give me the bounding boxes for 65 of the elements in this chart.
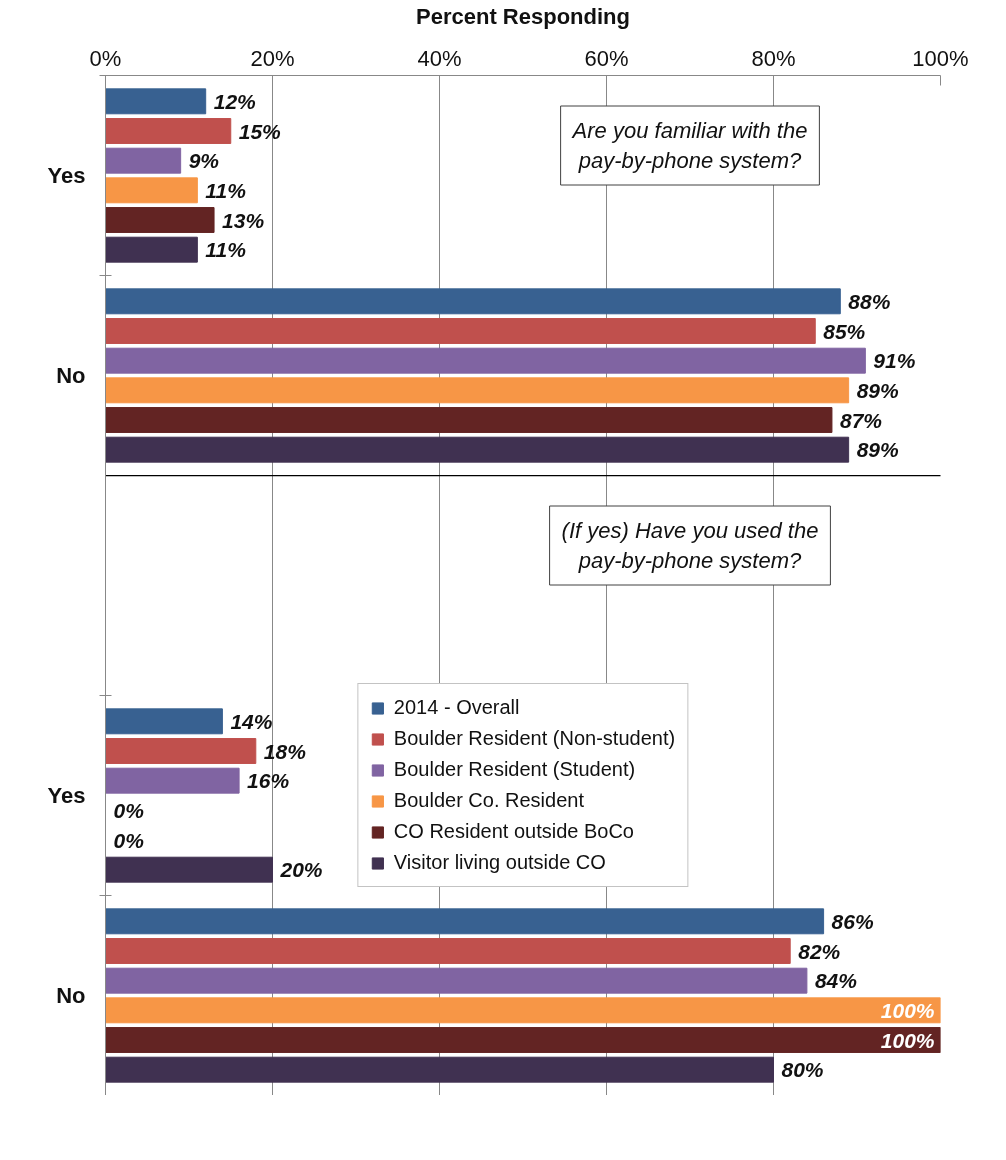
x-tick-label: 80% <box>751 45 796 71</box>
bar <box>105 436 850 463</box>
data-label: 13% <box>222 208 265 232</box>
data-label: 11% <box>205 178 247 202</box>
x-tick-label: 60% <box>584 45 629 71</box>
bar <box>105 236 198 263</box>
bar <box>105 767 240 794</box>
data-label: 84% <box>814 969 858 993</box>
bar <box>105 708 223 735</box>
bar <box>105 938 791 964</box>
bar <box>105 118 232 144</box>
y-tick-label: Yes <box>47 783 86 808</box>
bar <box>105 1027 941 1053</box>
data-label: 12% <box>213 89 257 113</box>
annotation: Are you familiar with the pay-by-phone system? <box>570 118 808 173</box>
data-label: 87% <box>839 408 883 432</box>
bar <box>105 318 816 344</box>
bar <box>105 908 825 935</box>
data-label: 16% <box>247 769 290 793</box>
bar <box>105 967 808 994</box>
y-tick-label: No <box>56 363 86 388</box>
data-label: 91% <box>873 349 916 373</box>
data-label: 20% <box>279 858 323 882</box>
legend-label: 2014 - Overall <box>393 696 520 719</box>
legend-label: Boulder Resident (Non-student) <box>393 727 676 750</box>
data-label: 0% <box>113 798 145 822</box>
data-label: 14% <box>230 709 273 733</box>
legend-label: Boulder Co. Resident <box>393 789 584 812</box>
bar <box>105 88 207 115</box>
bar <box>105 738 257 764</box>
data-label: 89% <box>856 438 900 462</box>
legend-label: Boulder Resident (Student) <box>393 758 636 781</box>
bar <box>105 997 941 1024</box>
bar <box>105 177 198 204</box>
bar <box>105 377 850 404</box>
data-label: 82% <box>798 939 841 963</box>
data-label: 18% <box>263 739 307 763</box>
bar <box>105 207 215 233</box>
data-label: 88% <box>848 289 891 313</box>
x-tick-label: 0% <box>89 45 122 71</box>
bar <box>105 1056 774 1083</box>
data-label: 86% <box>831 909 874 933</box>
data-label: 15% <box>238 119 282 143</box>
data-label: 89% <box>856 378 900 402</box>
data-label: 85% <box>823 319 866 343</box>
data-label: 9% <box>188 149 220 173</box>
data-label: 100% <box>880 1028 935 1052</box>
x-axis-title: Percent Responding <box>416 3 630 29</box>
bar <box>105 347 866 374</box>
data-label: 80% <box>781 1058 824 1082</box>
bar <box>105 856 273 883</box>
bar <box>105 147 182 174</box>
bar <box>105 288 841 315</box>
data-label: 0% <box>113 828 145 852</box>
bar <box>105 407 833 433</box>
data-label: 100% <box>880 998 935 1022</box>
legend-label: Visitor living outside CO <box>393 851 606 874</box>
text: (If yes) Have you used the pay-by-phone system? <box>561 518 819 573</box>
y-tick-label: No <box>56 983 86 1008</box>
x-tick-label: 100% <box>912 45 969 71</box>
x-tick-label: 20% <box>250 45 295 71</box>
y-tick-label: Yes <box>47 163 86 188</box>
data-label: 11% <box>205 238 247 262</box>
x-tick-label: 40% <box>417 45 462 71</box>
legend-label: CO Resident outside BoCo <box>393 820 635 843</box>
